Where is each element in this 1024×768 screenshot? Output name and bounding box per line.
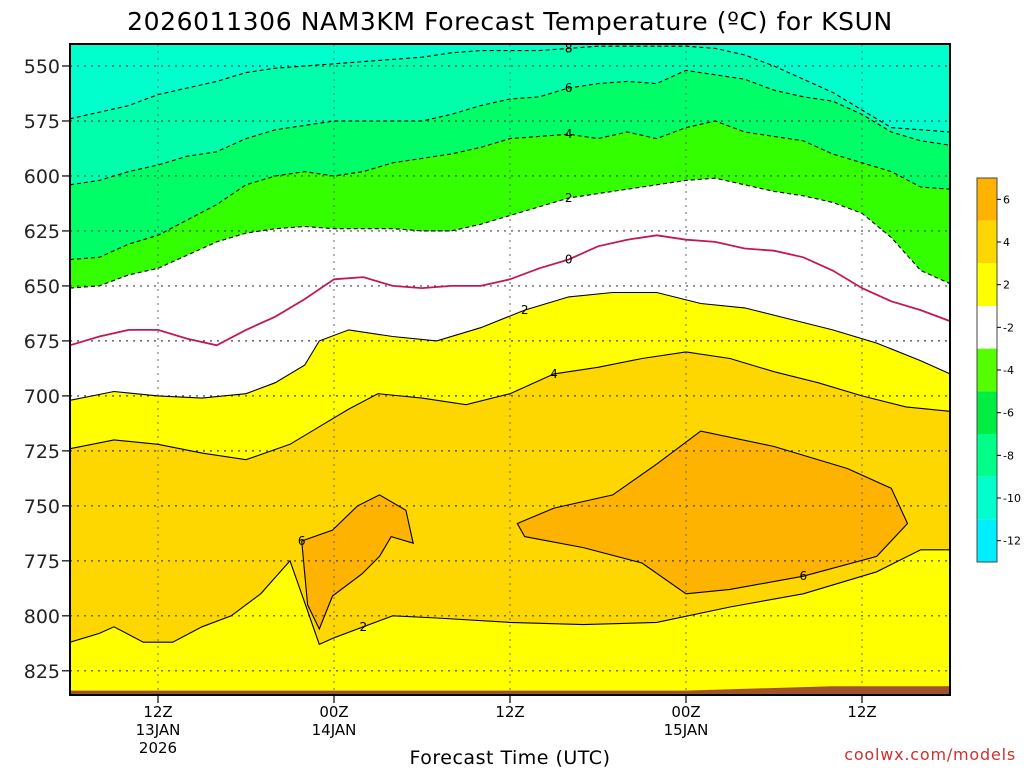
x-tick-date: 15JAN [664, 721, 709, 739]
colorbar-swatch [977, 391, 997, 434]
y-tick-label: 700 [24, 386, 60, 408]
plot-area: 6 6 4 2 2 0 2 4 6 8 [69, 41, 951, 696]
x-tick-label: 12Z [847, 703, 876, 721]
fill-zone-warm-pocket [301, 494, 414, 629]
y-tick-label: 725 [24, 441, 60, 463]
y-tick-label: 775 [24, 551, 60, 573]
terrain-surface [70, 686, 950, 695]
colorbar-swatch [977, 178, 997, 221]
colorbar-tick-label: 2 [1003, 279, 1010, 292]
contour-line [70, 351, 950, 461]
y-tick-label: 800 [24, 606, 60, 628]
contour-label: 4 [565, 127, 573, 141]
x-tick-date: 13JAN [136, 721, 181, 739]
contour-label: 6 [298, 534, 306, 548]
x-tick-date: 14JAN [312, 721, 357, 739]
contour-label: 6 [800, 569, 808, 583]
y-tick-label: 675 [24, 331, 60, 353]
x-tick-label: 00Z [319, 703, 348, 721]
colorbar-tick-label: 6 [1003, 193, 1010, 206]
contour-label: 2 [565, 191, 573, 205]
plot-inner: 6 6 4 2 2 0 2 4 6 8 [70, 41, 950, 695]
colorbar-swatch [977, 348, 997, 392]
contour-line [70, 120, 950, 261]
contour-label: 2 [360, 620, 368, 634]
colorbar-tick-label: 4 [1003, 236, 1010, 249]
colorbar-tick-label: -4 [1003, 364, 1014, 377]
colorbar-tick-label: -6 [1003, 407, 1014, 420]
y-axis: 550 575 600 625 650 675 700 725 750 775 800 825 [24, 56, 70, 683]
colorbar-swatch [977, 476, 997, 520]
contour-line [516, 430, 909, 595]
contour-label: 0 [565, 253, 573, 267]
contour-line [70, 549, 950, 646]
x-tick-label: 12Z [495, 703, 524, 721]
contour-line [70, 177, 950, 289]
x-tick-label: 00Z [671, 703, 700, 721]
y-tick-label: 575 [24, 111, 60, 133]
x-axis-label: Forecast Time (UTC) [410, 747, 611, 768]
x-tick-year: 2026 [139, 739, 177, 757]
contour-line [301, 494, 414, 631]
x-tick-label: 12Z [143, 703, 172, 721]
contour-label: 4 [550, 367, 558, 381]
colorbar-swatch [977, 519, 997, 562]
colorbar-tick-label: -10 [1003, 492, 1021, 505]
colorbar-legend: 6 4 2 -2 -4 -6 -8 -10 -12 [976, 177, 1021, 563]
contour-label: 2 [521, 303, 529, 317]
colorbar-swatch [977, 306, 997, 349]
colorbar-tick-label: -2 [1003, 321, 1014, 334]
contour-label: 6 [565, 81, 573, 95]
y-tick-label: 600 [24, 166, 60, 188]
y-tick-label: 625 [24, 221, 60, 243]
contour-line [70, 234, 950, 347]
chart-title: 2026011306 NAM3KM Forecast Temperature (… [127, 7, 893, 36]
colorbar-tick-label: -8 [1003, 449, 1014, 462]
colorbar-tick-label: -12 [1003, 535, 1021, 548]
y-tick-label: 825 [24, 661, 60, 683]
fill-zone-warm-pocket [517, 431, 908, 594]
y-tick-label: 550 [24, 56, 60, 78]
y-tick-label: 750 [24, 496, 60, 518]
contour-line [70, 69, 950, 186]
contour-line [70, 291, 950, 401]
colorbar-swatch [977, 220, 997, 264]
credit-text: coolwx.com/models [844, 745, 1016, 764]
y-tick-label: 650 [24, 276, 60, 298]
colorbar-swatch [977, 434, 997, 477]
colorbar-swatch [977, 263, 997, 306]
contour-label: 8 [565, 41, 573, 55]
